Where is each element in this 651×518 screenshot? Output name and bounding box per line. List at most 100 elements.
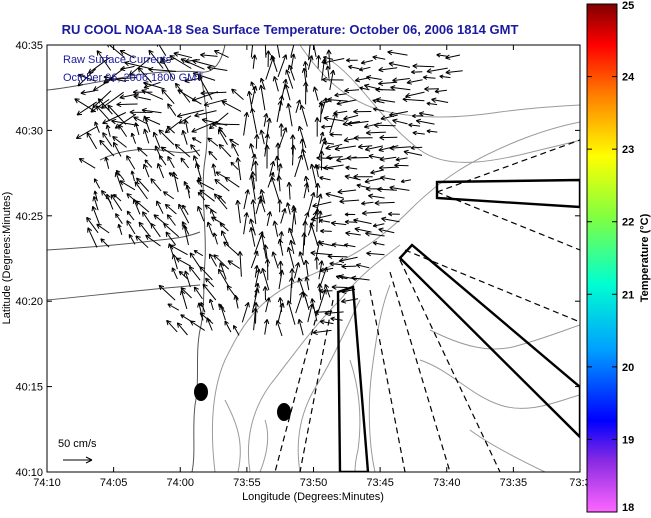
polygon-southeast bbox=[398, 243, 580, 439]
current-vector bbox=[230, 161, 239, 171]
current-vector bbox=[229, 138, 239, 146]
current-vector bbox=[277, 238, 284, 256]
current-vector bbox=[426, 101, 438, 106]
current-vector bbox=[178, 270, 189, 280]
current-vector bbox=[411, 113, 424, 119]
current-vector bbox=[112, 136, 127, 148]
current-vector bbox=[171, 253, 178, 270]
current-vector bbox=[183, 270, 191, 288]
current-vector bbox=[148, 49, 164, 69]
current-vector bbox=[277, 54, 288, 78]
current-vector bbox=[402, 96, 425, 103]
current-vector bbox=[312, 201, 332, 208]
current-vector bbox=[314, 256, 320, 270]
current-vector bbox=[104, 156, 110, 169]
current-vector bbox=[177, 89, 202, 105]
x-tick-label: 73:40 bbox=[433, 477, 461, 489]
current-vector bbox=[176, 322, 188, 336]
current-vector bbox=[321, 77, 344, 83]
current-vector bbox=[167, 155, 175, 169]
current-vector bbox=[329, 132, 343, 137]
current-vector bbox=[304, 276, 310, 291]
current-vector bbox=[303, 81, 309, 105]
current-vector bbox=[309, 163, 318, 188]
current-vector bbox=[324, 310, 344, 316]
current-vector bbox=[130, 132, 137, 144]
map-plot-area: 50 cm/s Raw Surface Currents October 06,… bbox=[47, 45, 580, 472]
current-vector bbox=[160, 56, 174, 80]
current-vector bbox=[342, 120, 360, 127]
current-vector bbox=[411, 69, 423, 75]
current-vector bbox=[182, 224, 189, 246]
current-vector bbox=[403, 149, 423, 156]
current-vector bbox=[166, 214, 176, 226]
current-vector bbox=[110, 194, 123, 212]
current-vector bbox=[276, 100, 283, 123]
colorbar-label: Temperature (°C) bbox=[639, 213, 651, 302]
current-vector bbox=[331, 284, 348, 290]
current-vector bbox=[93, 178, 101, 189]
current-vector bbox=[251, 85, 258, 105]
current-vector bbox=[205, 277, 215, 288]
current-vector bbox=[319, 176, 331, 181]
x-tick-label: 73:50 bbox=[300, 477, 328, 489]
current-vector bbox=[249, 226, 256, 247]
current-vector bbox=[353, 173, 373, 180]
current-vector bbox=[150, 223, 161, 238]
current-vector bbox=[400, 179, 412, 184]
current-vector bbox=[243, 111, 250, 136]
current-vector bbox=[358, 66, 371, 72]
current-vector bbox=[270, 176, 280, 202]
current-vector bbox=[318, 260, 324, 280]
current-vector bbox=[315, 55, 322, 69]
current-vector bbox=[254, 133, 260, 149]
current-vector bbox=[203, 98, 227, 107]
colorbar-tick-label: 23 bbox=[622, 144, 634, 156]
current-vector bbox=[182, 204, 189, 215]
current-vector bbox=[262, 286, 268, 301]
current-vector bbox=[299, 104, 308, 127]
current-vector bbox=[107, 104, 127, 125]
current-vector bbox=[97, 98, 113, 115]
station-dot-1 bbox=[194, 383, 208, 401]
current-vector bbox=[337, 188, 357, 195]
current-vector bbox=[291, 207, 297, 234]
current-vector bbox=[137, 67, 152, 83]
current-vector bbox=[162, 191, 175, 200]
current-vector bbox=[436, 52, 449, 58]
current-vector bbox=[213, 254, 230, 270]
current-vector bbox=[164, 203, 177, 215]
current-vector bbox=[412, 63, 435, 69]
y-axis: 40:35 40:30 40:25 40:20 40:15 40:10 bbox=[15, 40, 580, 479]
current-vector bbox=[224, 320, 232, 333]
current-vector bbox=[370, 169, 384, 175]
current-vector bbox=[233, 324, 240, 336]
current-vector bbox=[94, 121, 100, 133]
current-vector bbox=[133, 94, 151, 101]
current-vector bbox=[286, 181, 292, 200]
current-vector bbox=[280, 207, 287, 224]
x-tick-label: 74:10 bbox=[33, 477, 61, 489]
current-vector bbox=[388, 211, 400, 217]
current-vector bbox=[250, 250, 259, 269]
current-vector bbox=[434, 88, 447, 94]
current-vector bbox=[214, 178, 230, 192]
current-vector bbox=[158, 129, 175, 145]
current-vector bbox=[348, 64, 360, 70]
current-vector bbox=[302, 292, 310, 311]
current-vector bbox=[119, 180, 136, 191]
current-vector bbox=[237, 251, 243, 277]
current-vector bbox=[134, 181, 148, 200]
current-vector bbox=[124, 60, 151, 70]
current-vector bbox=[343, 243, 356, 248]
plot-frame bbox=[46, 44, 581, 473]
current-vector bbox=[325, 65, 331, 79]
current-vector bbox=[302, 61, 309, 78]
current-vector bbox=[289, 239, 295, 255]
current-vector bbox=[319, 218, 331, 224]
current-vector bbox=[219, 304, 226, 321]
current-vector bbox=[319, 131, 325, 144]
current-vector bbox=[272, 76, 279, 92]
bathymetry-contours bbox=[212, 45, 580, 472]
current-vector bbox=[241, 302, 250, 323]
